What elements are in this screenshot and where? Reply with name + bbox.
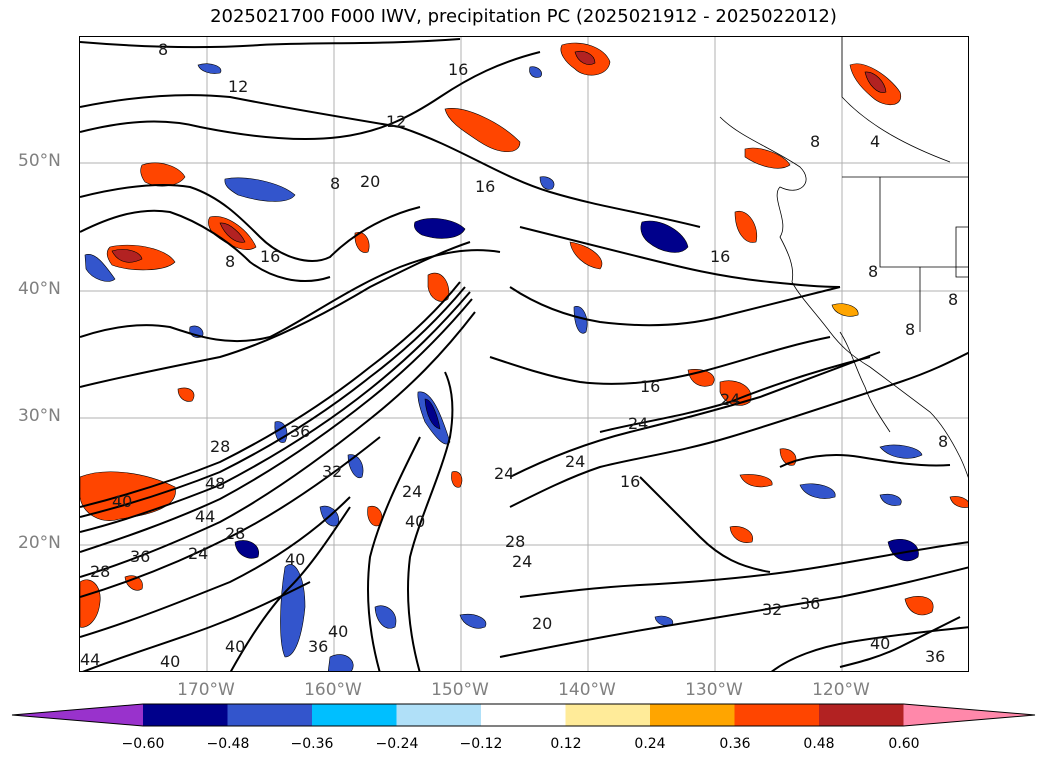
svg-text:36: 36 — [308, 637, 328, 656]
svg-text:8: 8 — [810, 132, 820, 151]
contour-labels: 8 12 16 12 16 8 20 16 8 16 16 24 24 24 2… — [80, 40, 958, 671]
svg-text:36: 36 — [290, 422, 310, 441]
svg-text:12: 12 — [386, 112, 406, 131]
lon-label-150w: 150°W — [431, 680, 489, 700]
svg-text:16: 16 — [620, 472, 640, 491]
svg-text:40: 40 — [328, 622, 348, 641]
precip-positive-areas — [80, 42, 968, 628]
svg-text:24: 24 — [512, 552, 532, 571]
coastline — [719, 37, 968, 478]
svg-text:20: 20 — [532, 614, 552, 633]
svg-text:28: 28 — [505, 532, 525, 551]
svg-text:36: 36 — [800, 594, 820, 613]
svg-text:16: 16 — [448, 60, 468, 79]
svg-text:8: 8 — [905, 320, 915, 339]
svg-text:16: 16 — [710, 247, 730, 266]
precip-negative-areas — [84, 63, 923, 671]
colorbar-segment — [227, 704, 313, 726]
svg-text:8: 8 — [225, 252, 235, 271]
svg-text:8: 8 — [868, 262, 878, 281]
colorbar-segment — [565, 704, 651, 726]
map-svg: 8 12 16 12 16 8 20 16 8 16 16 24 24 24 2… — [80, 37, 968, 671]
svg-text:44: 44 — [80, 650, 100, 669]
svg-text:4: 4 — [870, 132, 880, 151]
svg-text:28: 28 — [210, 437, 230, 456]
svg-text:40: 40 — [405, 512, 425, 531]
svg-text:16: 16 — [260, 247, 280, 266]
colorbar-segment — [903, 704, 1035, 726]
svg-text:40: 40 — [225, 637, 245, 656]
lon-label-170w: 170°W — [177, 680, 235, 700]
colorbar-tick: −0.12 — [459, 736, 503, 752]
map-panel: 8 12 16 12 16 8 20 16 8 16 16 24 24 24 2… — [79, 36, 969, 672]
svg-text:28: 28 — [90, 562, 110, 581]
svg-text:40: 40 — [285, 550, 305, 569]
colorbar-tick: 0.36 — [719, 736, 751, 752]
svg-text:8: 8 — [938, 432, 948, 451]
lon-label-160w: 160°W — [304, 680, 362, 700]
svg-text:40: 40 — [870, 634, 890, 653]
svg-text:16: 16 — [475, 177, 495, 196]
lon-label-120w: 120°W — [812, 680, 870, 700]
svg-text:24: 24 — [720, 390, 740, 409]
svg-text:28: 28 — [225, 524, 245, 543]
colorbar-segment — [481, 704, 566, 726]
lat-label-20n: 20°N — [18, 533, 61, 553]
colorbar-tick: 0.12 — [550, 736, 582, 752]
svg-text:44: 44 — [195, 507, 215, 526]
colorbar-segment — [819, 704, 904, 726]
svg-text:40: 40 — [112, 492, 132, 511]
colorbar-segment — [650, 704, 735, 726]
svg-text:24: 24 — [628, 414, 648, 433]
svg-text:24: 24 — [494, 464, 514, 483]
colorbar-outline — [11, 703, 1036, 727]
lat-label-40n: 40°N — [18, 279, 61, 299]
iwv-contours — [80, 38, 968, 671]
colorbar-segment — [734, 704, 820, 726]
colorbar-tick: −0.24 — [375, 736, 419, 752]
svg-text:24: 24 — [402, 482, 422, 501]
colorbar-segment — [12, 704, 143, 726]
colorbar-segments — [11, 703, 1036, 727]
graticule — [80, 37, 968, 671]
svg-text:32: 32 — [762, 600, 782, 619]
colorbar-segment — [143, 704, 228, 726]
svg-text:8: 8 — [330, 174, 340, 193]
colorbar-tick: 0.24 — [634, 736, 666, 752]
colorbar — [11, 703, 1036, 727]
map-title: 2025021700 F000 IWV, precipitation PC (2… — [210, 6, 837, 27]
svg-text:32: 32 — [322, 462, 342, 481]
colorbar-tick: 0.48 — [803, 736, 835, 752]
lat-label-30n: 30°N — [18, 406, 61, 426]
lon-label-130w: 130°W — [685, 680, 743, 700]
svg-text:12: 12 — [228, 77, 248, 96]
colorbar-tick: −0.60 — [121, 736, 165, 752]
colorbar-tick: −0.48 — [206, 736, 250, 752]
svg-text:36: 36 — [925, 647, 945, 666]
colorbar-tick: 0.60 — [888, 736, 920, 752]
svg-text:24: 24 — [565, 452, 585, 471]
colorbar-segment — [396, 704, 482, 726]
svg-text:36: 36 — [130, 547, 150, 566]
svg-text:24: 24 — [188, 544, 208, 563]
svg-text:16: 16 — [640, 377, 660, 396]
svg-text:48: 48 — [205, 474, 225, 493]
svg-text:20: 20 — [360, 172, 380, 191]
svg-text:8: 8 — [948, 290, 958, 309]
colorbar-tick: −0.36 — [290, 736, 334, 752]
colorbar-segment — [312, 704, 397, 726]
lat-label-50n: 50°N — [18, 151, 61, 171]
svg-text:40: 40 — [160, 652, 180, 671]
svg-text:8: 8 — [158, 40, 168, 59]
lon-label-140w: 140°W — [558, 680, 616, 700]
